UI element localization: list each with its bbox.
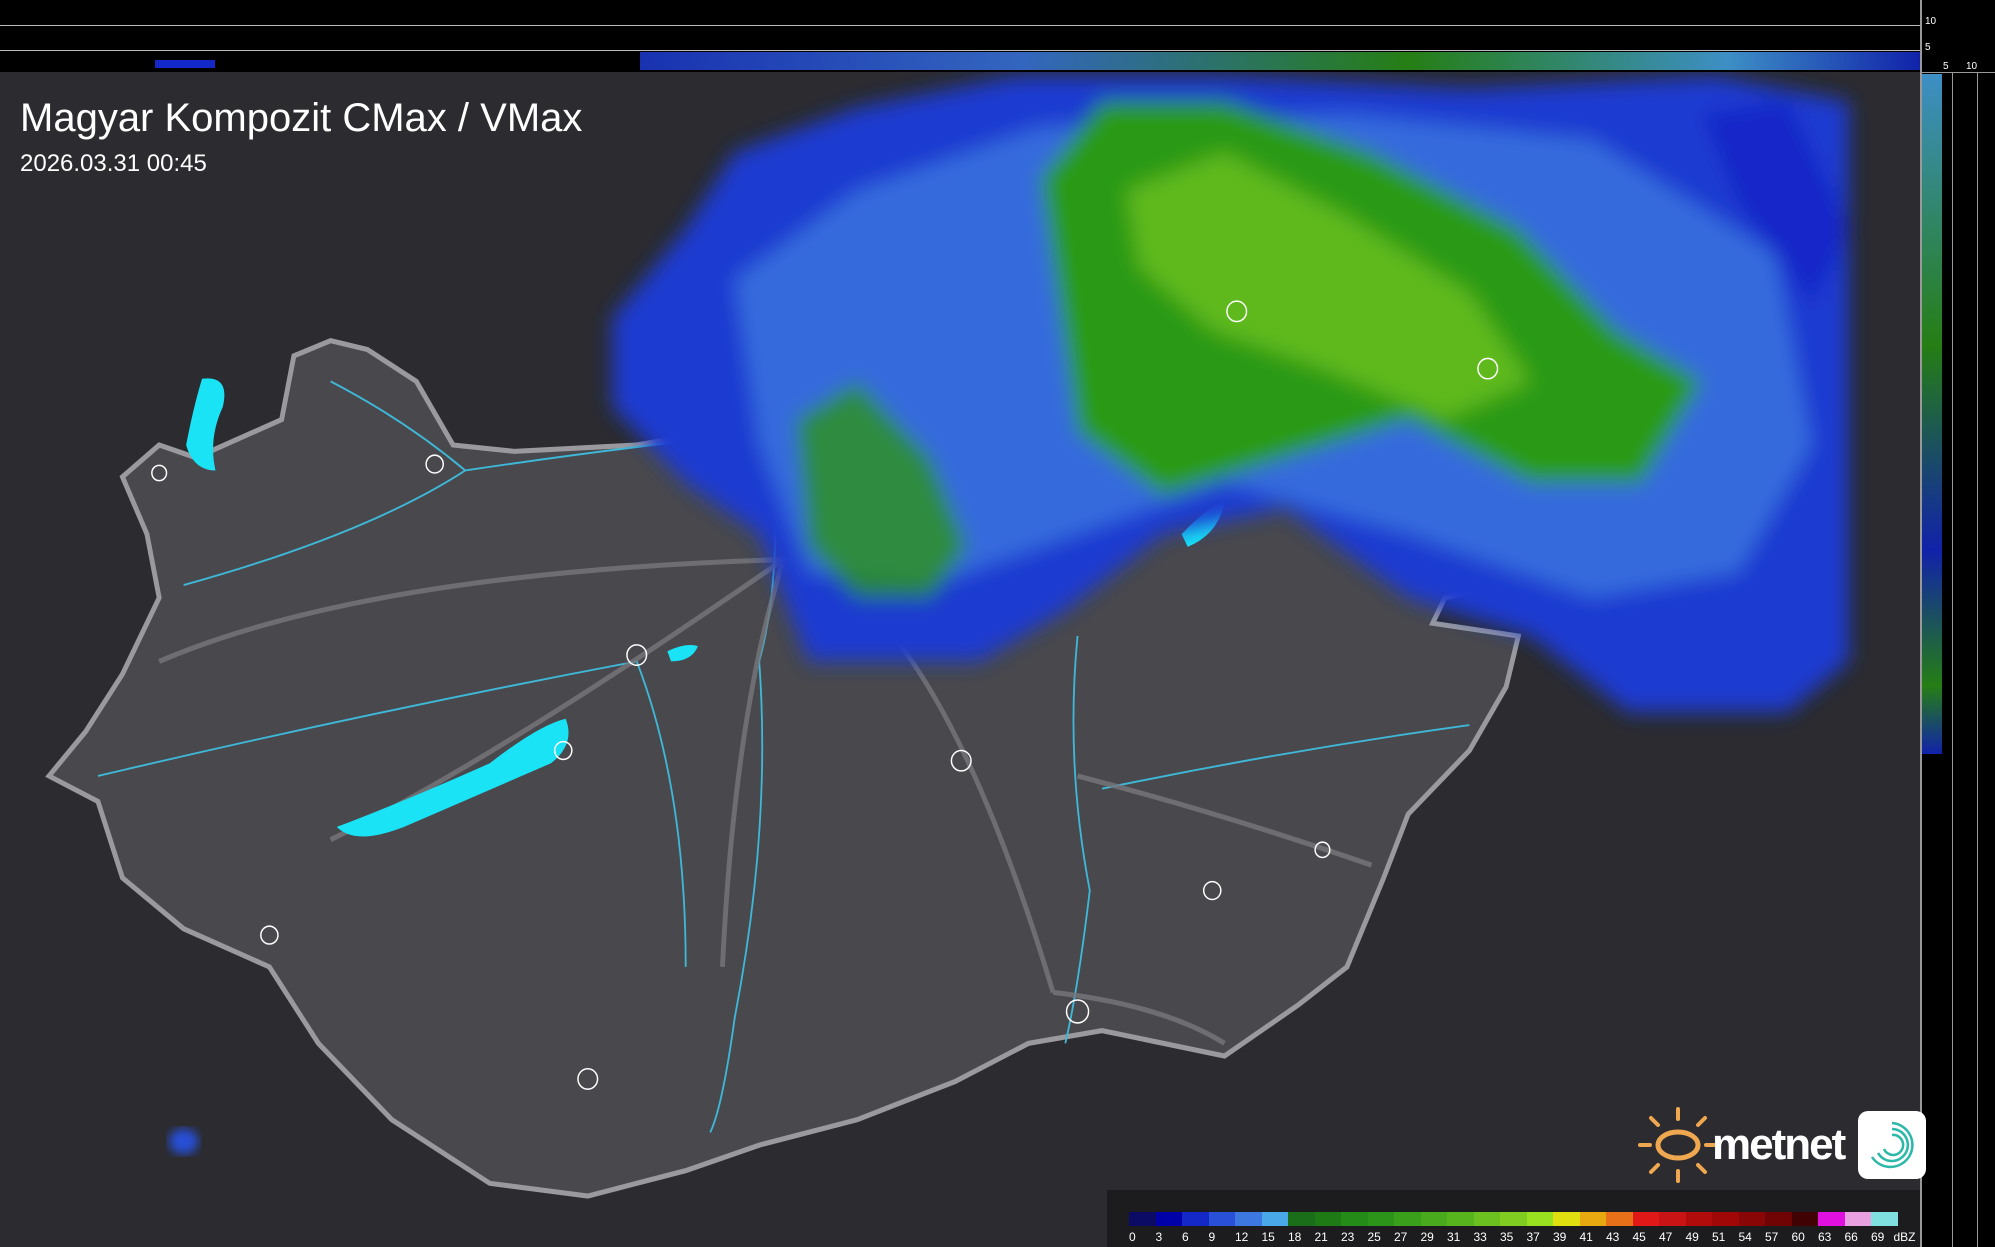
legend-label: 23 [1341,1230,1355,1244]
rivers [97,380,1470,1133]
legend-color-swatch [1420,1212,1447,1226]
legend-color-swatch [1659,1212,1686,1226]
radar-echoes [612,75,1849,713]
legend-color-swatch [1579,1212,1606,1226]
legend-label: 47 [1659,1230,1673,1244]
legend-color-swatch [1447,1212,1474,1226]
legend-label: 41 [1579,1230,1593,1244]
legend-label: 9 [1208,1230,1216,1244]
legend-label: 0 [1129,1230,1136,1244]
legend-label: 12 [1235,1230,1249,1244]
legend-color-swatch [1553,1212,1580,1226]
legend-label: 60 [1791,1230,1805,1244]
city-outlines [151,300,1499,1090]
top-profile-echo [155,60,215,68]
legend-color-swatch [1394,1212,1421,1226]
legend-color-swatch [1818,1212,1845,1226]
legend-color-swatch [1632,1212,1659,1226]
map-svg [45,75,1849,1199]
legend-color-swatch [1208,1212,1235,1226]
legend-label: 63 [1818,1230,1832,1244]
lake-velence [667,644,698,662]
legend-label: 37 [1526,1230,1540,1244]
legend-color-swatch [1367,1212,1394,1226]
legend-unit: dBZ [1893,1230,1916,1244]
legend-color-swatch [1155,1212,1182,1226]
legend-label: 29 [1420,1230,1434,1244]
legend-color-swatch [1288,1212,1315,1226]
legend-label: 69 [1871,1230,1885,1244]
legend-label: 49 [1685,1230,1699,1244]
legend-label: 35 [1500,1230,1514,1244]
legend-color-swatch [1473,1212,1500,1226]
legend-label: 57 [1765,1230,1779,1244]
legend-color-swatch [1129,1212,1156,1226]
gridline [1920,72,1995,73]
legend-color-swatch [1844,1212,1871,1226]
top-profile-panel [0,0,1920,72]
gridline [0,50,1920,51]
legend-label: 31 [1447,1230,1461,1244]
lake-neusiedl [186,378,225,471]
legend-color-swatch [1235,1212,1262,1226]
height-tick: 5 [1943,61,1949,72]
legend-color-swatch [1606,1212,1633,1226]
side-profile-panel [1920,0,1995,1247]
top-profile-echo [640,52,1920,70]
legend-label: 54 [1738,1230,1752,1244]
legend-color-swatch [1765,1212,1792,1226]
gridline [1977,72,1978,1247]
legend-label: 3 [1155,1230,1163,1244]
legend-color-swatch [1791,1212,1818,1226]
legend-color-swatch [1738,1212,1765,1226]
legend-label: 66 [1844,1230,1858,1244]
metnet-wordmark: metnet [1712,1120,1846,1169]
legend-label: 51 [1712,1230,1726,1244]
map-title: Magyar Kompozit CMax / VMax [20,96,583,140]
lake-balaton [336,718,569,837]
legend-label: 18 [1288,1230,1302,1244]
legend-color-swatch [1341,1212,1368,1226]
legend-label: 33 [1473,1230,1487,1244]
metnet-logo: metnet [1638,1105,1927,1185]
legend-label: 15 [1261,1230,1275,1244]
legend-color-swatch [1871,1212,1898,1226]
legend-label: 6 [1182,1230,1189,1244]
height-tick: 10 [1925,16,1937,27]
app-logo [1858,1111,1927,1179]
legend-color-swatch [1500,1212,1527,1226]
legend-label: 39 [1553,1230,1567,1244]
legend-label: 25 [1367,1230,1381,1244]
side-profile-echo [1922,74,1942,754]
gridline [0,25,1920,26]
legend-color-swatch [1182,1212,1209,1226]
sun-icon [1638,1107,1718,1183]
legend-color-swatch [1314,1212,1341,1226]
radar-echo [168,1128,199,1155]
height-tick: 5 [1925,42,1931,53]
radar-map[interactable] [0,72,1920,1247]
legend-color-swatch [1526,1212,1553,1226]
height-tick: 10 [1966,61,1978,72]
legend-label: 43 [1606,1230,1620,1244]
swirl-icon [1871,1121,1914,1169]
legend-label: 27 [1394,1230,1408,1244]
legend-color-swatch [1261,1212,1288,1226]
legend-label: 45 [1632,1230,1646,1244]
legend-label: 21 [1314,1230,1328,1244]
dbz-legend: 0 3 6 9 12 15 18 21 23 25 27 29 31 33 35 37 39 41 43 45 47 49… [1107,1190,1920,1247]
map-timestamp: 2026.03.31 00:45 [20,150,207,177]
legend-color-swatch [1712,1212,1739,1226]
gridline [1952,72,1953,1247]
legend-color-swatch [1685,1212,1712,1226]
